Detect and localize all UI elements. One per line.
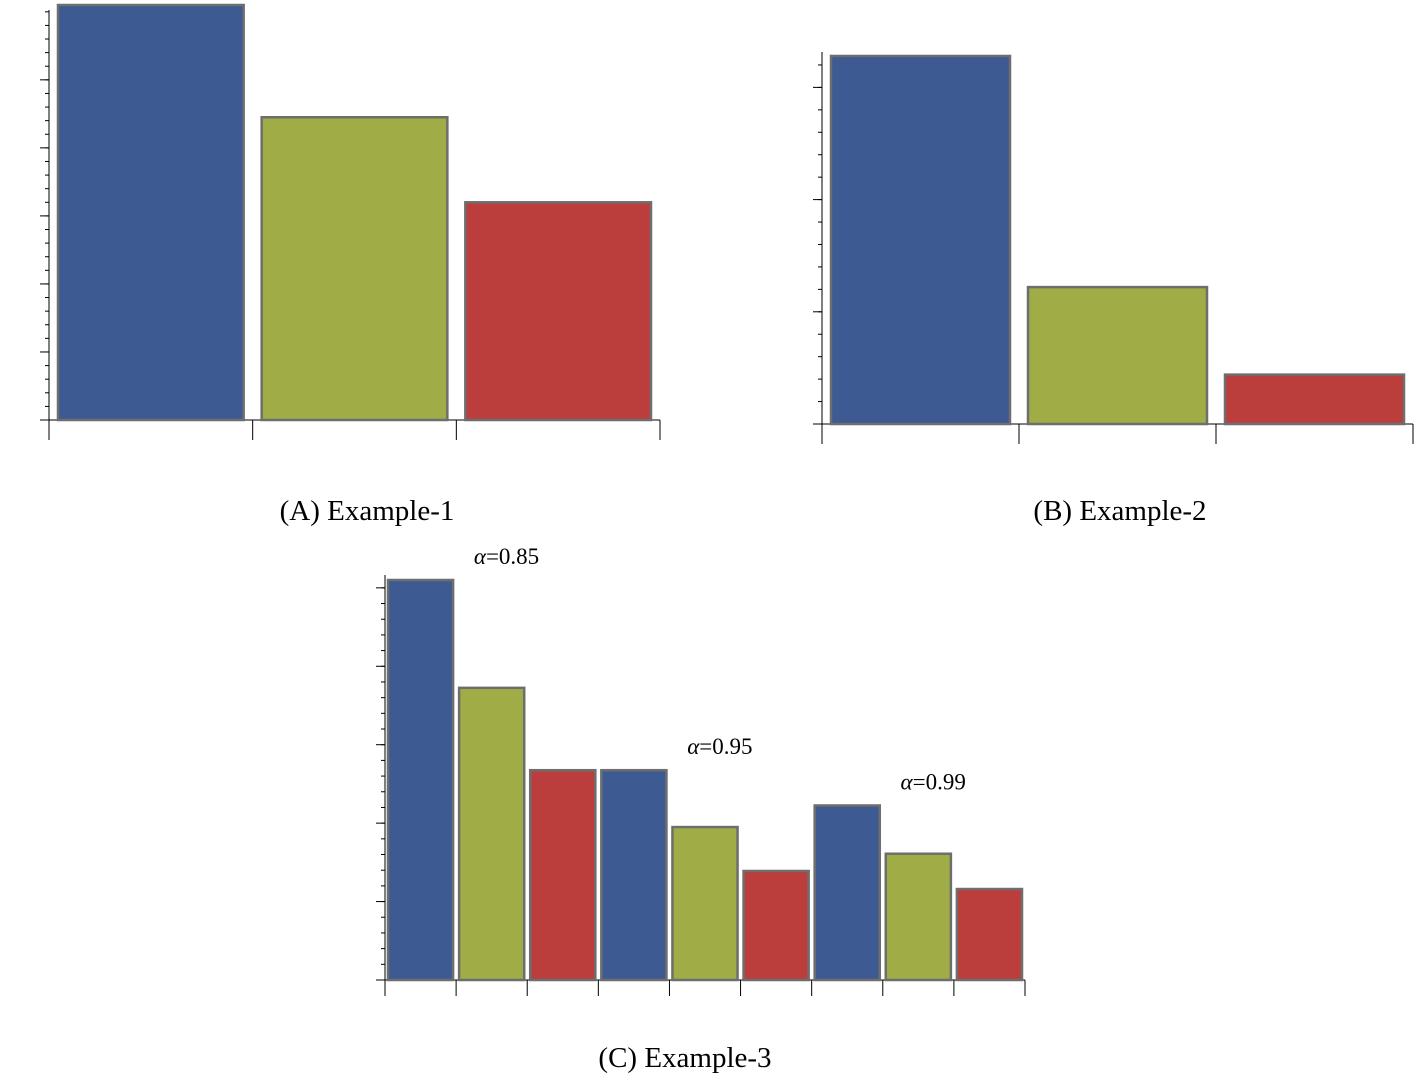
chart-example-3: α=0.85 α=0.95 α=0.99 — [376, 544, 1026, 996]
bar-j6 — [955, 887, 1024, 982]
alpha-annotation: α=0.85 — [474, 544, 539, 569]
alpha-annotation: α=0.99 — [901, 769, 966, 794]
bar-j6 — [742, 869, 810, 982]
bar-j4 — [386, 578, 455, 982]
bar-j5 — [671, 825, 739, 982]
bar-j6 — [528, 768, 597, 982]
alpha-annotation: α=0.95 — [687, 734, 752, 759]
bar-j5 — [260, 116, 449, 422]
bar-j6 — [1223, 373, 1406, 426]
bar-j5 — [884, 852, 953, 982]
bar-j4 — [56, 3, 245, 422]
bar-j4 — [829, 54, 1012, 426]
chart-example-2 — [813, 52, 1414, 444]
caption-example-2: (B) Example-2 — [1033, 495, 1206, 527]
chart-example-1 — [40, 3, 661, 440]
caption-example-3: (C) Example-3 — [598, 1042, 771, 1074]
bar-j4 — [600, 768, 668, 982]
bar-j5 — [1026, 285, 1209, 426]
bar-j5 — [457, 686, 526, 982]
caption-example-1: (A) Example-1 — [280, 495, 455, 527]
bar-j4 — [813, 804, 882, 982]
bar-j6 — [464, 201, 653, 422]
